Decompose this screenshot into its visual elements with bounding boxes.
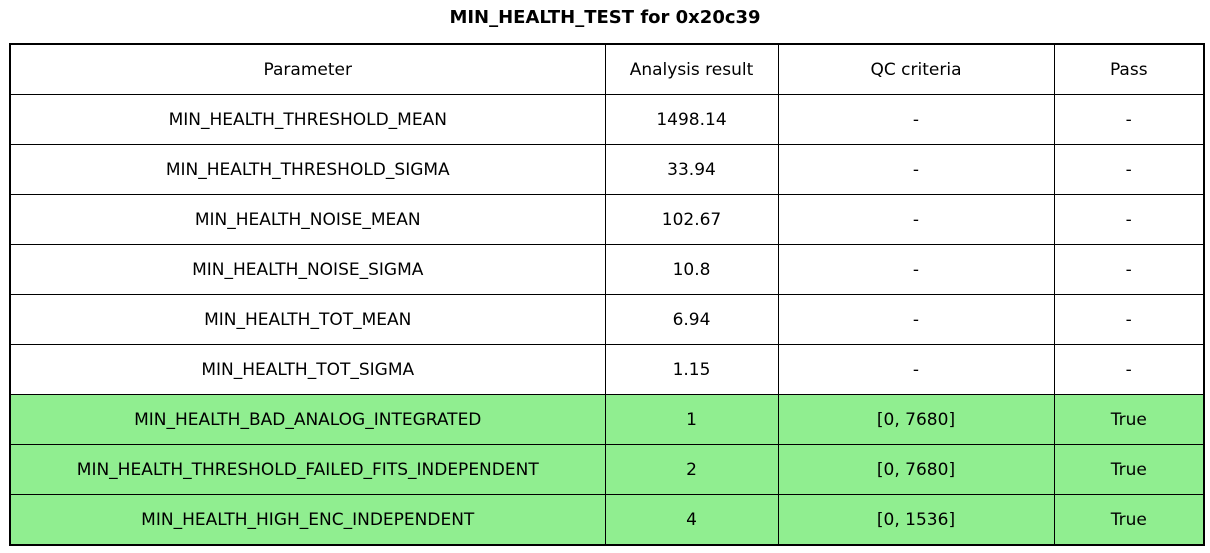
cell-pass: - <box>1053 194 1205 245</box>
cell-pass: True <box>1053 444 1205 495</box>
column-header-analysis-result: Analysis result <box>604 43 779 95</box>
cell-parameter: MIN_HEALTH_THRESHOLD_MEAN <box>9 94 606 145</box>
cell-analysis-result: 2 <box>604 444 779 495</box>
table-row: MIN_HEALTH_BAD_ANALOG_INTEGRATED 1 [0, 7… <box>9 394 1205 445</box>
cell-analysis-result: 1 <box>604 394 779 445</box>
table-row: MIN_HEALTH_TOT_SIGMA 1.15 - - <box>9 344 1205 395</box>
cell-analysis-result: 6.94 <box>604 294 779 345</box>
cell-qc-criteria: - <box>777 294 1055 345</box>
table-row: MIN_HEALTH_NOISE_SIGMA 10.8 - - <box>9 244 1205 295</box>
cell-qc-criteria: - <box>777 344 1055 395</box>
page-title: MIN_HEALTH_TEST for 0x20c39 <box>449 7 761 28</box>
cell-pass: True <box>1053 494 1205 546</box>
cell-parameter: MIN_HEALTH_HIGH_ENC_INDEPENDENT <box>9 494 606 546</box>
column-header-parameter: Parameter <box>9 43 606 95</box>
cell-qc-criteria: - <box>777 194 1055 245</box>
cell-pass: - <box>1053 344 1205 395</box>
table-row: MIN_HEALTH_THRESHOLD_FAILED_FITS_INDEPEN… <box>9 444 1205 495</box>
cell-parameter: MIN_HEALTH_TOT_MEAN <box>9 294 606 345</box>
cell-qc-criteria: [0, 1536] <box>777 494 1055 546</box>
cell-qc-criteria: [0, 7680] <box>777 444 1055 495</box>
header-row: Parameter Analysis result QC criteria Pa… <box>9 43 1205 95</box>
cell-parameter: MIN_HEALTH_THRESHOLD_FAILED_FITS_INDEPEN… <box>9 444 606 495</box>
cell-analysis-result: 10.8 <box>604 244 779 295</box>
cell-analysis-result: 1498.14 <box>604 94 779 145</box>
cell-parameter: MIN_HEALTH_BAD_ANALOG_INTEGRATED <box>9 394 606 445</box>
cell-analysis-result: 102.67 <box>604 194 779 245</box>
cell-qc-criteria: - <box>777 244 1055 295</box>
table-row: MIN_HEALTH_THRESHOLD_MEAN 1498.14 - - <box>9 94 1205 145</box>
cell-analysis-result: 33.94 <box>604 144 779 195</box>
cell-parameter: MIN_HEALTH_NOISE_SIGMA <box>9 244 606 295</box>
cell-parameter: MIN_HEALTH_NOISE_MEAN <box>9 194 606 245</box>
cell-analysis-result: 4 <box>604 494 779 546</box>
cell-qc-criteria: - <box>777 144 1055 195</box>
cell-pass: - <box>1053 244 1205 295</box>
cell-pass: - <box>1053 94 1205 145</box>
cell-analysis-result: 1.15 <box>604 344 779 395</box>
cell-parameter: MIN_HEALTH_THRESHOLD_SIGMA <box>9 144 606 195</box>
table-row: MIN_HEALTH_NOISE_MEAN 102.67 - - <box>9 194 1205 245</box>
qc-results-table: Parameter Analysis result QC criteria Pa… <box>9 43 1205 546</box>
column-header-pass: Pass <box>1053 43 1205 95</box>
table-row: MIN_HEALTH_TOT_MEAN 6.94 - - <box>9 294 1205 345</box>
cell-pass: - <box>1053 144 1205 195</box>
cell-qc-criteria: - <box>777 94 1055 145</box>
cell-pass: - <box>1053 294 1205 345</box>
cell-parameter: MIN_HEALTH_TOT_SIGMA <box>9 344 606 395</box>
table-row: MIN_HEALTH_THRESHOLD_SIGMA 33.94 - - <box>9 144 1205 195</box>
table-row: MIN_HEALTH_HIGH_ENC_INDEPENDENT 4 [0, 15… <box>9 494 1205 546</box>
cell-pass: True <box>1053 394 1205 445</box>
cell-qc-criteria: [0, 7680] <box>777 394 1055 445</box>
column-header-qc-criteria: QC criteria <box>777 43 1055 95</box>
